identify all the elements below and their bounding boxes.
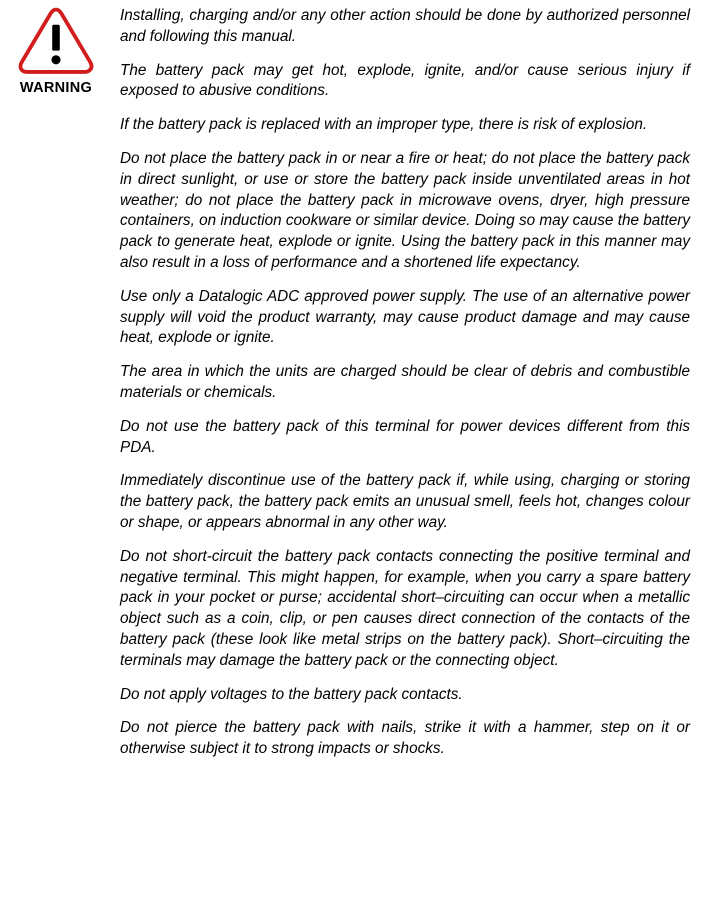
warning-label: WARNING [20, 80, 92, 96]
warning-paragraph: Do not place the battery pack in or near… [120, 149, 690, 274]
warning-paragraph: If the battery pack is replaced with an … [120, 115, 690, 136]
warning-paragraph: Do not short-circuit the battery pack co… [120, 547, 690, 672]
warning-paragraph: Installing, charging and/or any other ac… [120, 6, 690, 48]
warning-icon-column: WARNING [10, 6, 102, 773]
warning-paragraph: Immediately discontinue use of the batte… [120, 471, 690, 533]
warning-paragraph: The area in which the units are charged … [120, 362, 690, 404]
warning-paragraph: Do not apply voltages to the battery pac… [120, 685, 690, 706]
warning-paragraph: Do not use the battery pack of this term… [120, 417, 690, 459]
warning-paragraph: Use only a Datalogic ADC approved power … [120, 287, 690, 349]
warning-paragraph: Do not pierce the battery pack with nail… [120, 718, 690, 760]
warning-text-column: Installing, charging and/or any other ac… [120, 6, 690, 773]
warning-paragraph: The battery pack may get hot, explode, i… [120, 61, 690, 103]
warning-triangle-icon [18, 6, 94, 74]
